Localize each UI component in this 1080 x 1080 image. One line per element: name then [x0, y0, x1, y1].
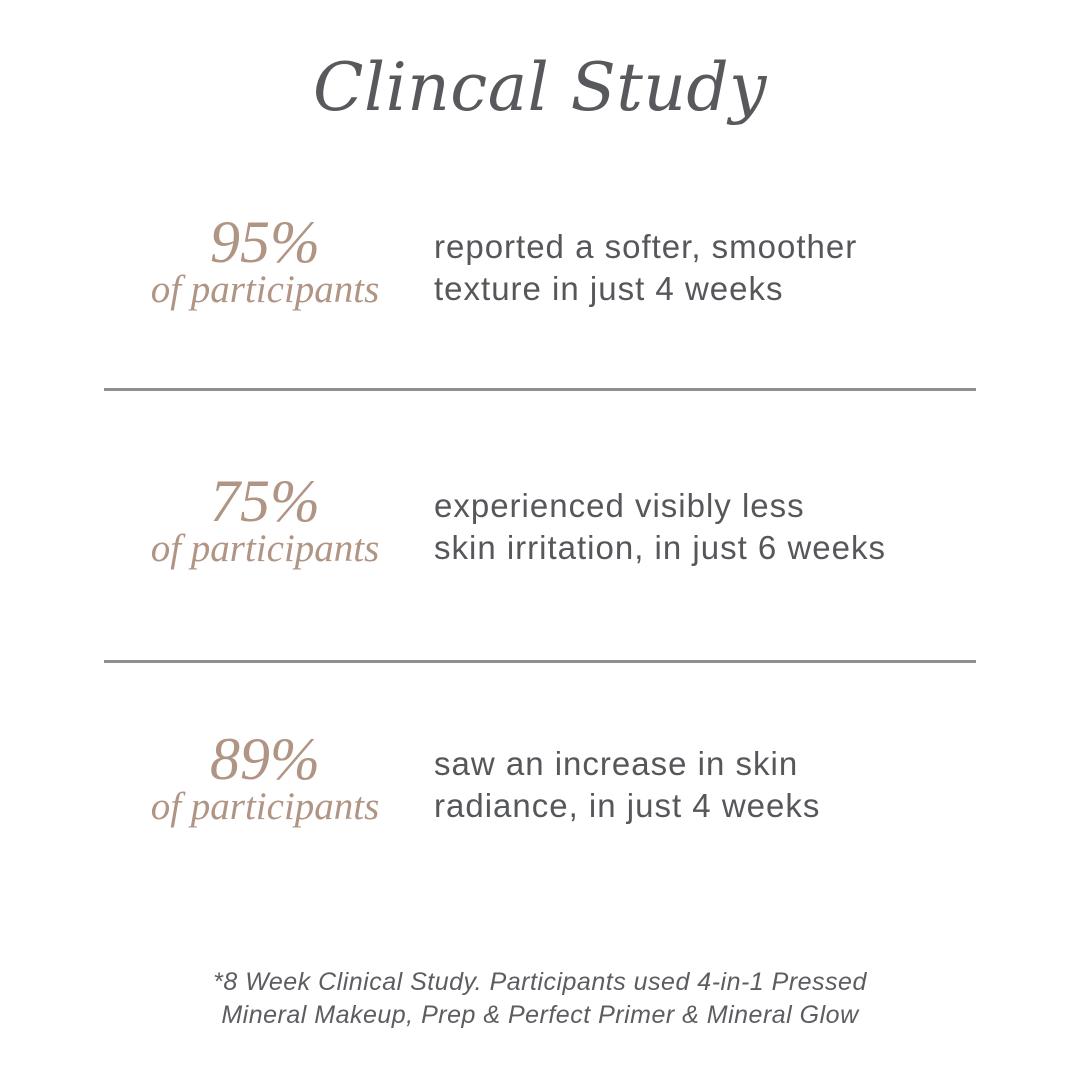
divider	[104, 660, 976, 663]
stat-percent: 75%	[210, 468, 320, 534]
stat-description-line: texture in just 4 weeks	[434, 270, 784, 307]
footnote-line: *8 Week Clinical Study. Participants use…	[213, 968, 867, 996]
stat-description: reported a softer, smoother texture in j…	[434, 226, 1054, 310]
stat-subtitle: of participants	[150, 268, 380, 311]
stat-row: 95% of participants reported a softer, s…	[0, 212, 1080, 332]
stat-subtitle: of participants	[150, 785, 380, 828]
stat-row: 89% of participants saw an increase in s…	[0, 729, 1080, 849]
footnote: *8 Week Clinical Study. Participants use…	[0, 966, 1080, 1032]
stat-figure: 95% of participants	[140, 212, 390, 312]
stat-description: experienced visibly less skin irritation…	[434, 485, 1054, 569]
stat-description-line: saw an increase in skin	[434, 745, 799, 782]
stat-description-line: experienced visibly less	[434, 487, 805, 524]
stat-percent: 89%	[210, 726, 320, 792]
stat-percent: 95%	[210, 209, 320, 275]
stat-description-line: reported a softer, smoother	[434, 228, 858, 265]
page-title: Clincal Study	[313, 49, 767, 126]
stat-figure: 89% of participants	[140, 729, 390, 829]
stat-subtitle: of participants	[150, 527, 380, 570]
stat-row: 75% of participants experienced visibly …	[0, 471, 1080, 591]
divider	[104, 388, 976, 391]
stat-description: saw an increase in skin radiance, in jus…	[434, 743, 1054, 827]
stat-description-line: skin irritation, in just 6 weeks	[434, 529, 886, 566]
stat-figure: 75% of participants	[140, 471, 390, 571]
stat-description-line: radiance, in just 4 weeks	[434, 787, 821, 824]
footnote-line: Mineral Makeup, Prep & Perfect Primer & …	[221, 1001, 859, 1029]
